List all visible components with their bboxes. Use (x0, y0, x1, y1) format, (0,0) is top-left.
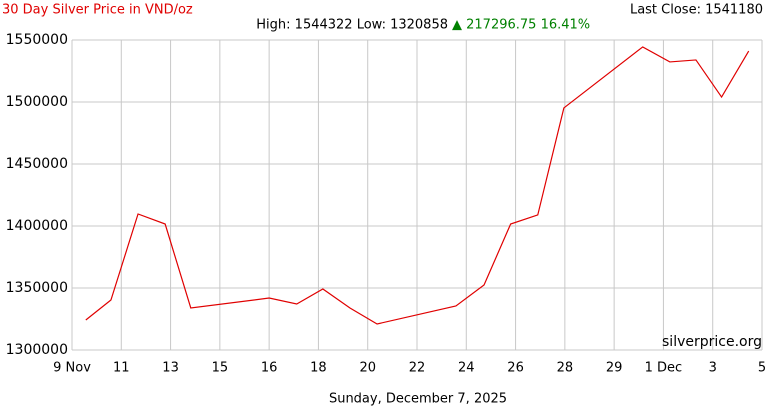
x-tick-label: 28 (557, 361, 574, 376)
y-tick-label: 1300000 (6, 342, 68, 358)
x-tick-label: 5 (758, 361, 766, 376)
x-tick-label: 24 (458, 361, 475, 376)
y-tick-label: 1550000 (6, 32, 68, 48)
x-tick-label: 11 (113, 361, 130, 376)
x-tick-label: 13 (162, 361, 179, 376)
price-line (85, 46, 750, 325)
x-tick-label: 18 (310, 361, 327, 376)
y-tick-label: 1400000 (6, 218, 68, 234)
x-axis-label: Sunday, December 7, 2025 (329, 392, 507, 407)
x-tick-label: 16 (261, 361, 278, 376)
y-tick-label: 1350000 (6, 280, 68, 296)
x-tick-label: 29 (606, 361, 623, 376)
x-tick-label: 1 Dec (645, 361, 683, 376)
watermark: silverprice.org (662, 334, 762, 350)
x-tick-label: 26 (507, 361, 524, 376)
high-low: High: 1544322 Low: 1320858 (256, 18, 448, 33)
x-tick-label: 20 (359, 361, 376, 376)
chart-title: 30 Day Silver Price in VND/oz (2, 3, 193, 18)
change: ▲ 217296.75 16.41% (452, 18, 590, 33)
y-tick-label: 1500000 (6, 94, 68, 110)
x-tick-label: 15 (212, 361, 229, 376)
x-tick-label: 22 (409, 361, 426, 376)
x-tick-label: 9 Nov (53, 361, 91, 376)
y-tick-label: 1450000 (6, 156, 68, 172)
last-close: Last Close: 1541180 (630, 3, 763, 18)
x-tick-label: 3 (709, 361, 717, 376)
